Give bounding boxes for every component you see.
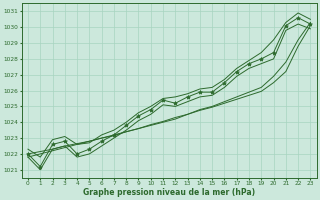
X-axis label: Graphe pression niveau de la mer (hPa): Graphe pression niveau de la mer (hPa) [83, 188, 255, 197]
